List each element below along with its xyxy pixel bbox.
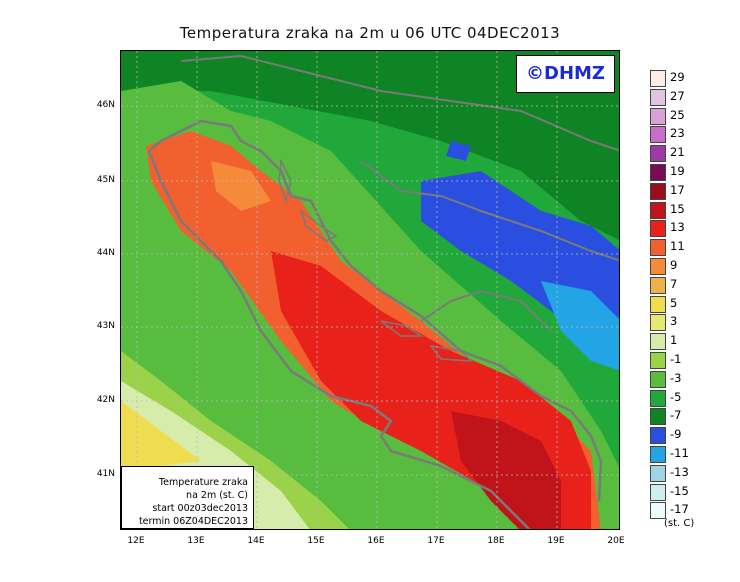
legend-swatch (650, 370, 666, 388)
border-bih (420, 289, 552, 332)
legend-label: -17 (670, 502, 689, 517)
legend-swatch (650, 446, 666, 463)
legend-swatch (650, 145, 666, 163)
lon-label-17e: 17E (427, 536, 445, 546)
legend-label: -5 (670, 389, 682, 404)
legend-swatch (650, 220, 666, 238)
lat-label-43n: 43N (96, 321, 115, 331)
lat-label-42n: 42N (96, 395, 115, 405)
legend-label: 25 (670, 107, 685, 122)
legend-swatch (650, 483, 666, 501)
lon-label-14e: 14E (247, 536, 265, 546)
legend-label: -11 (670, 446, 689, 460)
island-south (380, 320, 424, 337)
sea-darkred (451, 411, 561, 529)
lat-label-45n: 45N (96, 175, 115, 185)
lon-label-16e: 16E (367, 536, 385, 546)
legend-label: 11 (670, 239, 685, 254)
legend-label: -3 (670, 370, 682, 385)
legend-swatch (650, 333, 666, 351)
legend-label: 1 (670, 333, 678, 348)
legend-swatch (650, 427, 666, 445)
legend-swatch (650, 389, 666, 407)
legend-swatch (650, 314, 666, 332)
info-line-4: termin 06Z04DEC2013 (138, 516, 248, 527)
coastline-east (148, 119, 603, 502)
info-line-2: na 2m (st. C) (186, 490, 248, 501)
lat-label-41n: 41N (96, 469, 115, 479)
info-line-1: Temperature zraka (158, 477, 248, 488)
lat-label-46n: 46N (96, 100, 115, 110)
cold-zone-lightblue (541, 281, 619, 371)
lat-label-44n: 44N (96, 248, 115, 258)
lon-label-20e: 20E (607, 536, 625, 546)
lon-label-18e: 18E (487, 536, 505, 546)
legend-swatch (650, 70, 666, 87)
legend-label: 3 (670, 314, 678, 329)
legend-swatch (650, 276, 666, 294)
legend-label: 23 (670, 126, 685, 141)
legend-swatch (650, 88, 666, 106)
info-box: Temperature zraka na 2m (st. C) start 00… (121, 466, 254, 529)
cold-spot-blue (446, 141, 471, 161)
legend-label: 27 (670, 88, 685, 103)
island-krk (278, 158, 292, 204)
map-title: Temperatura zraka na 2m u 06 UTC 04DEC20… (179, 24, 561, 42)
legend-swatch (650, 295, 666, 313)
legend-swatch (650, 164, 666, 181)
graticule (121, 51, 619, 529)
legend-label: 17 (670, 182, 685, 197)
legend-label: -1 (670, 352, 682, 366)
north-dark-zone (121, 51, 619, 240)
legend-swatch (650, 352, 666, 369)
legend-label: -15 (670, 483, 689, 498)
southwest-yellow (121, 401, 201, 471)
legend-swatch (650, 239, 666, 257)
island-hvar (429, 344, 473, 362)
legend-label: 9 (670, 258, 678, 272)
dhmz-logo: ©DHMZ (516, 55, 615, 93)
legend-label: 19 (670, 164, 685, 178)
legend-label: 29 (670, 70, 685, 84)
lon-label-15e: 15E (307, 536, 325, 546)
lon-label-12e: 12E (127, 536, 145, 546)
map-canvas (121, 51, 619, 529)
legend-swatch (650, 126, 666, 144)
border-inland (360, 160, 619, 262)
legend-label: 5 (670, 295, 678, 310)
border-north (180, 54, 619, 152)
lon-label-13e: 13E (187, 536, 205, 546)
info-line-3: start 00z03dec2013 (152, 503, 248, 514)
legend-swatch (650, 464, 666, 482)
legend-label: 15 (670, 201, 685, 216)
legend-swatch (650, 258, 666, 275)
temperature-map (120, 50, 620, 530)
legend-label: -9 (670, 427, 682, 442)
legend-label: 7 (670, 276, 678, 291)
legend-swatch (650, 107, 666, 125)
lon-label-19e: 19E (547, 536, 565, 546)
legend-label: -13 (670, 464, 689, 479)
legend-swatch (650, 201, 666, 219)
legend-label: 21 (670, 145, 685, 160)
sea-north-orange (211, 161, 271, 211)
legend-swatch (650, 408, 666, 426)
legend-swatch (650, 502, 666, 520)
legend-swatch (650, 182, 666, 200)
legend-label: 13 (670, 220, 685, 235)
legend-label: -7 (670, 408, 682, 423)
island-dalmatia (299, 208, 338, 242)
legend-unit: (st. C) (664, 518, 695, 529)
